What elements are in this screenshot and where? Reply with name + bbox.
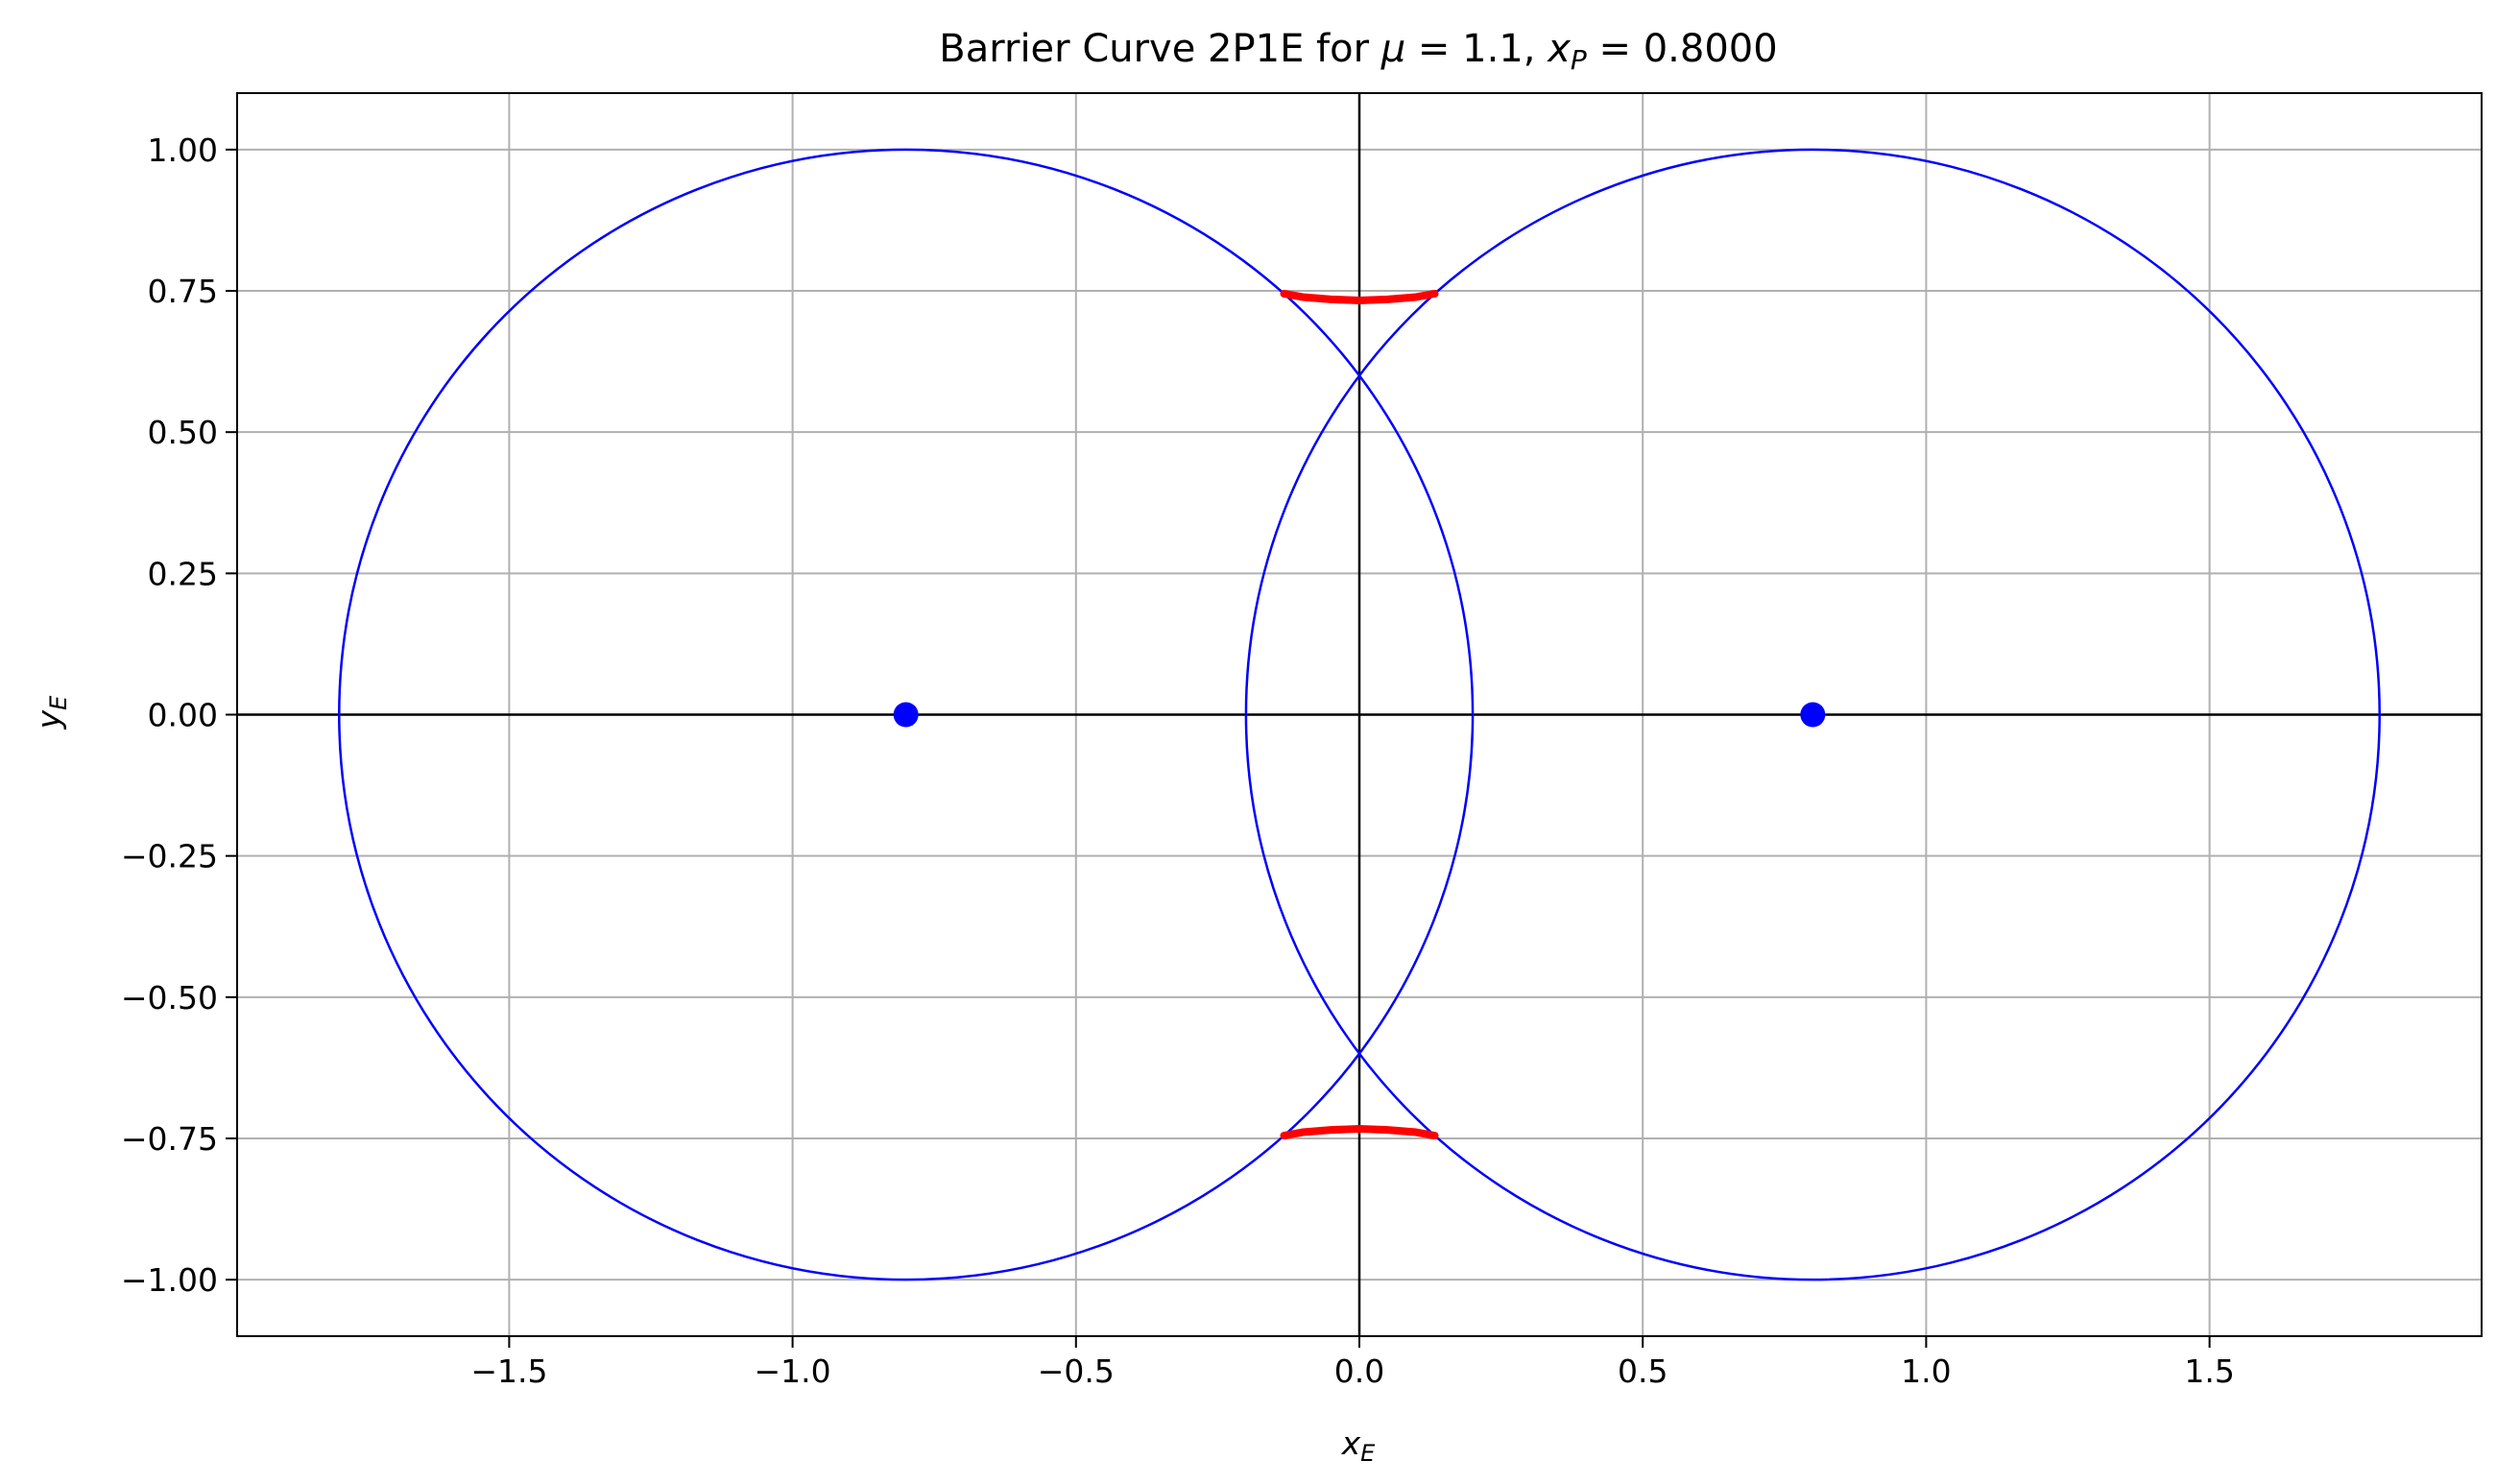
y-tick-label: −0.75	[121, 1120, 218, 1158]
left-circle	[338, 148, 1475, 1281]
x-tick-label: −1.5	[470, 1352, 547, 1390]
y-tick-label: 1.00	[148, 132, 218, 169]
x-tick-label: 1.5	[2184, 1352, 2234, 1390]
x-tick-label: 0.0	[1334, 1352, 1384, 1390]
x-tick-label: −0.5	[1038, 1352, 1115, 1390]
chart-title: Barrier Curve 2P1E for μ = 1.1, xP = 0.8…	[939, 27, 1777, 76]
right-circle	[1244, 148, 2381, 1281]
x-tick-label: 0.5	[1618, 1352, 1668, 1390]
right-pursuer	[1800, 702, 1826, 728]
y-tick-label: 0.00	[148, 697, 218, 734]
plot-frame	[236, 92, 2483, 1337]
y-tick-label: 0.50	[148, 414, 218, 451]
upper-barrier	[1280, 289, 1439, 305]
y-tick-label: −0.25	[121, 838, 218, 875]
x-tick-label: −1.0	[755, 1352, 831, 1390]
y-axis-label: yE	[30, 695, 72, 730]
plot-area	[237, 93, 2482, 1336]
y-tick-label: −0.50	[121, 979, 218, 1017]
y-tick-label: 0.25	[148, 555, 218, 592]
left-pursuer	[893, 702, 919, 728]
axis-ticks: −1.5 −1.0 −0.5 0.0 0.5 1.0 1.5 −1.00 −0.75 −0.50 −…	[121, 132, 2235, 1390]
y-tick-label: 0.75	[148, 273, 218, 310]
x-tick-label: 1.0	[1901, 1352, 1951, 1390]
lower-barrier	[1280, 1124, 1439, 1140]
x-axis-label: xE	[1341, 1424, 1377, 1467]
y-tick-label: −1.00	[121, 1261, 218, 1299]
